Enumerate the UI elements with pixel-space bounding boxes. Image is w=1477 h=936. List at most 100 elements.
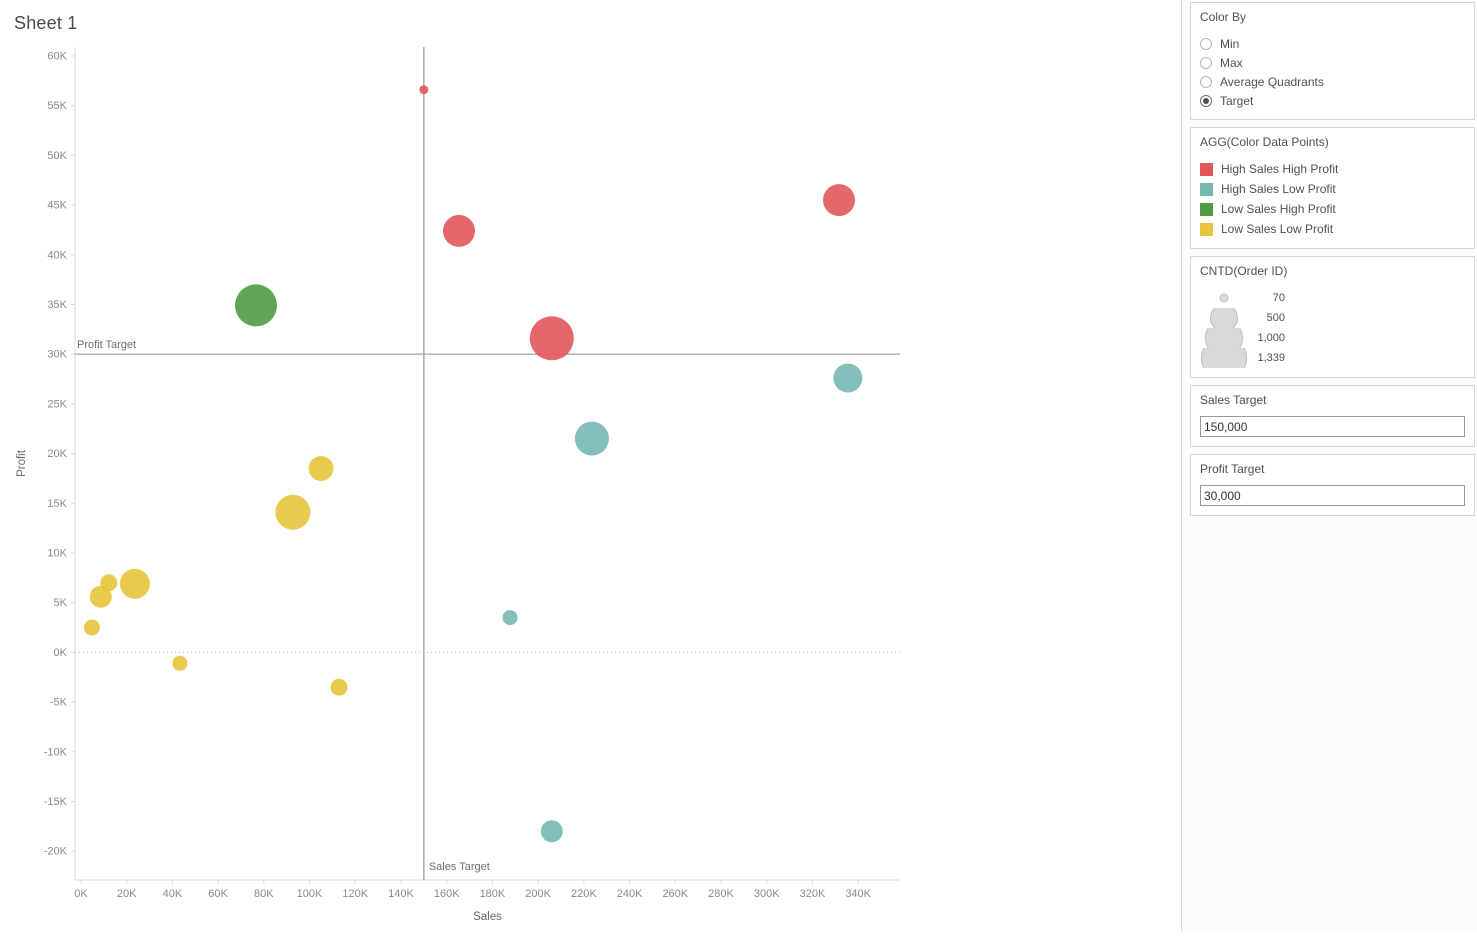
size-legend-card: CNTD(Order ID) 70 500 1,000 1,339 (1190, 256, 1475, 378)
legend-item-low-sales-low-profit[interactable]: Low Sales Low Profit (1200, 219, 1465, 239)
profit-target-param-card: Profit Target (1190, 454, 1475, 516)
y-axis-title: Profit (16, 449, 28, 477)
radio-option-max[interactable]: Max (1200, 53, 1465, 72)
profit-target-param-title: Profit Target (1200, 462, 1265, 476)
y-tick-label: 25K (47, 398, 67, 410)
bubble-low-sales-low-profit[interactable] (119, 568, 150, 599)
color-by-options: Min Max Average Quadrants Target (1200, 34, 1465, 110)
bubble-low-sales-low-profit[interactable] (89, 585, 112, 608)
scatter-chart: 60K 55K 50K 45K 40K 35K 30K 25K 20K 15K 10K 5K 0K -5K… (16, 47, 900, 923)
color-legend-card: AGG(Color Data Points) High Sales High P… (1190, 127, 1475, 249)
size-legend-row: 1,339 (1200, 348, 1465, 368)
color-legend-title: AGG(Color Data Points) (1200, 135, 1329, 149)
y-tick-label: 45K (47, 200, 67, 212)
page-title: Sheet 1 (14, 13, 78, 33)
y-tick-label: 40K (47, 249, 67, 261)
size-circle-icon (1200, 348, 1248, 368)
y-tick-label: 35K (47, 299, 67, 311)
bubble-high-sales-high-profit[interactable] (823, 184, 855, 217)
legend-swatch-icon (1200, 222, 1213, 236)
y-tick-label: 5K (54, 597, 68, 609)
x-tick-label: 40K (163, 888, 183, 900)
radio-icon[interactable] (1200, 56, 1212, 69)
size-value-label: 500 (1266, 312, 1285, 324)
y-tick-label: -20K (44, 846, 68, 858)
size-circle-icon (1200, 288, 1248, 308)
size-legend-row: 500 (1200, 308, 1465, 328)
x-tick-label: 280K (708, 888, 734, 900)
x-tick-label: 80K (254, 888, 274, 900)
radio-label: Average Quadrants (1220, 74, 1324, 89)
x-axis-title: Sales (473, 911, 502, 923)
bubble-high-sales-high-profit[interactable] (443, 214, 475, 247)
chart-svg: 60K 55K 50K 45K 40K 35K 30K 25K 20K 15K 10K 5K 0K -5K… (16, 47, 900, 923)
x-tick-label: 160K (434, 888, 460, 900)
y-tick-label: -10K (44, 746, 68, 758)
bubble-high-sales-low-profit[interactable] (502, 610, 518, 626)
x-tick-label: 320K (800, 888, 826, 900)
x-tick-label: 260K (662, 888, 688, 900)
y-tick-label: -15K (44, 796, 68, 808)
bubble-low-sales-low-profit[interactable] (275, 494, 311, 530)
radio-selected-icon[interactable] (1200, 94, 1212, 107)
color-legend-items: High Sales High Profit High Sales Low Pro… (1200, 159, 1465, 239)
size-value-label: 70 (1272, 292, 1285, 304)
bubble-high-sales-low-profit[interactable] (833, 363, 863, 393)
x-tick-label: 240K (617, 888, 643, 900)
size-circle-icon (1200, 308, 1248, 328)
profit-target-label: Profit Target (77, 339, 136, 351)
radio-icon[interactable] (1200, 37, 1212, 50)
size-legend-items: 70 500 1,000 1,339 (1200, 288, 1465, 368)
y-tick-label: -5K (50, 697, 68, 709)
x-tick-label: 120K (342, 888, 368, 900)
color-by-card: Color By Min Max Average Quadrants Target (1190, 2, 1475, 120)
y-tick-label: 20K (47, 448, 67, 460)
sheet-area: Sheet 1 60K 55K 50K 45K 40K 35K 30K 25K 20K 15K 10… (14, 13, 900, 923)
y-tick-label: 0K (54, 647, 68, 659)
legend-label: Low Sales High Profit (1221, 202, 1336, 216)
size-legend-row: 1,000 (1200, 328, 1465, 348)
color-by-title: Color By (1200, 10, 1247, 24)
size-value-label: 1,339 (1257, 352, 1285, 364)
legend-item-low-sales-high-profit[interactable]: Low Sales High Profit (1200, 199, 1465, 219)
y-tick-label: 60K (47, 50, 67, 62)
sales-target-param-title: Sales Target (1200, 393, 1267, 407)
legend-swatch-icon (1200, 202, 1213, 216)
legend-label: High Sales High Profit (1221, 162, 1339, 176)
sidebar: Color By Min Max Average Quadrants Target A… (1181, 0, 1477, 931)
y-tick-label: 10K (47, 547, 67, 559)
bubble-low-sales-low-profit[interactable] (83, 619, 100, 636)
bubble-low-sales-low-profit[interactable] (308, 456, 334, 481)
size-circle-icon (1200, 328, 1248, 348)
size-legend-row: 70 (1200, 288, 1465, 308)
bubble-low-sales-high-profit[interactable] (235, 284, 277, 327)
radio-icon[interactable] (1200, 75, 1212, 88)
radio-option-average-quadrants[interactable]: Average Quadrants (1200, 72, 1465, 91)
radio-label: Min (1220, 36, 1240, 51)
size-value-label: 1,000 (1257, 332, 1285, 344)
bubble-high-sales-high-profit[interactable] (419, 85, 429, 95)
x-tick-label: 220K (571, 888, 597, 900)
bubble-high-sales-high-profit[interactable] (529, 316, 574, 361)
x-tick-label: 140K (388, 888, 414, 900)
y-tick-label: 55K (47, 100, 67, 112)
bubble-high-sales-low-profit[interactable] (540, 820, 563, 843)
sales-target-param-card: Sales Target (1190, 385, 1475, 447)
bubble-low-sales-low-profit[interactable] (172, 655, 188, 671)
y-tick-label: 50K (47, 150, 67, 162)
legend-label: High Sales Low Profit (1221, 182, 1336, 196)
y-tick-label: 15K (47, 498, 67, 510)
legend-item-high-sales-low-profit[interactable]: High Sales Low Profit (1200, 179, 1465, 199)
profit-target-input[interactable] (1200, 485, 1465, 506)
legend-swatch-icon (1200, 162, 1213, 176)
bubble-high-sales-low-profit[interactable] (574, 421, 609, 456)
radio-option-target[interactable]: Target (1200, 91, 1465, 110)
sales-target-input[interactable] (1200, 416, 1465, 437)
radio-option-min[interactable]: Min (1200, 34, 1465, 53)
x-tick-label: 0K (74, 888, 88, 900)
legend-item-high-sales-high-profit[interactable]: High Sales High Profit (1200, 159, 1465, 179)
radio-label: Max (1220, 55, 1243, 70)
x-tick-label: 20K (117, 888, 137, 900)
bubble-low-sales-low-profit[interactable] (330, 678, 348, 696)
